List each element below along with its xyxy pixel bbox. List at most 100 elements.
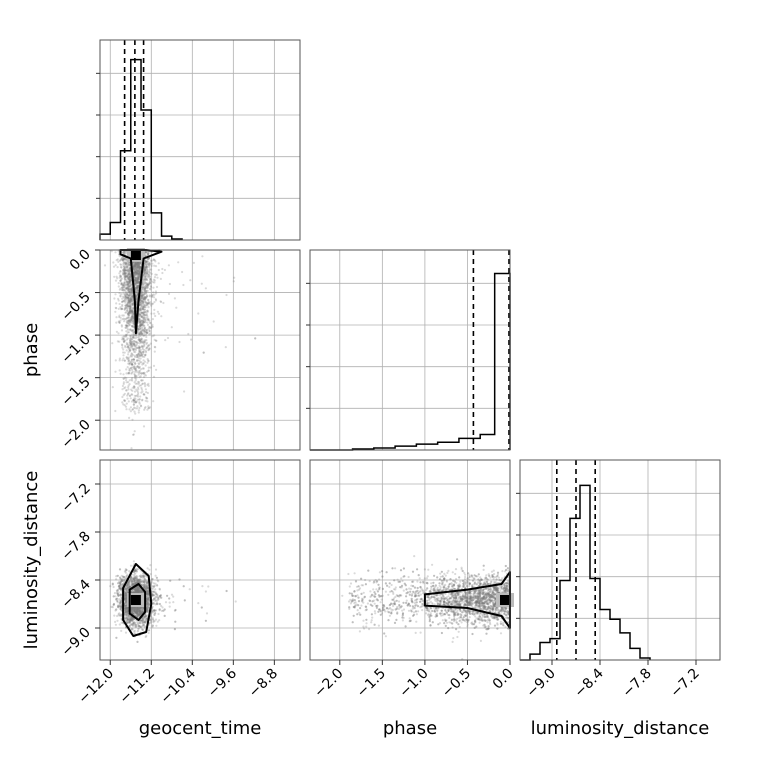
scatter-point bbox=[140, 352, 143, 355]
scatter-point bbox=[127, 307, 130, 310]
scatter-point bbox=[137, 395, 140, 398]
scatter-point bbox=[135, 263, 138, 266]
scatter-point bbox=[126, 287, 129, 290]
scatter-point bbox=[134, 264, 137, 267]
scatter-point bbox=[140, 386, 143, 389]
scatter-point bbox=[131, 310, 134, 313]
scatter-point bbox=[121, 305, 124, 308]
scatter-point bbox=[148, 329, 151, 333]
scatter-point bbox=[133, 381, 136, 384]
scatter-point bbox=[134, 367, 137, 370]
scatter-point bbox=[138, 318, 141, 321]
scatter-point bbox=[151, 318, 154, 321]
scatter-point bbox=[136, 272, 139, 275]
scatter-point bbox=[135, 280, 138, 283]
scatter-point bbox=[146, 272, 149, 275]
scatter-point bbox=[141, 340, 144, 343]
scatter-point bbox=[130, 292, 133, 295]
scatter-point bbox=[153, 312, 156, 315]
scatter-point bbox=[135, 375, 138, 378]
scatter-point bbox=[134, 394, 137, 398]
scatter-point bbox=[140, 368, 143, 371]
scatter-point bbox=[144, 276, 147, 279]
scatter-point bbox=[147, 283, 150, 286]
scatter-point bbox=[122, 351, 125, 354]
scatter-point bbox=[156, 310, 159, 313]
scatter-point bbox=[146, 400, 149, 403]
scatter-point bbox=[153, 276, 157, 279]
scatter-point bbox=[144, 364, 147, 367]
scatter-point bbox=[118, 292, 121, 295]
scatter-point bbox=[140, 292, 143, 295]
scatter-point bbox=[134, 401, 137, 404]
scatter-point bbox=[146, 253, 149, 256]
scatter-point bbox=[131, 310, 134, 313]
scatter-point bbox=[131, 314, 134, 317]
scatter-point bbox=[141, 382, 144, 385]
scatter-point bbox=[128, 288, 131, 292]
scatter-point bbox=[149, 295, 152, 298]
scatter-point bbox=[150, 280, 153, 283]
scatter-point bbox=[137, 353, 140, 356]
scatter-point bbox=[120, 266, 123, 269]
scatter-point bbox=[143, 273, 146, 276]
scatter-point bbox=[140, 323, 144, 326]
scatter-point bbox=[154, 618, 158, 621]
scatter-point bbox=[130, 353, 133, 356]
scatter-point bbox=[133, 354, 136, 357]
scatter-point bbox=[126, 346, 129, 349]
scatter-point bbox=[129, 305, 132, 308]
scatter-point bbox=[144, 260, 147, 263]
scatter-point bbox=[131, 360, 135, 364]
scatter-point bbox=[135, 353, 138, 357]
scatter-point bbox=[110, 250, 113, 253]
scatter-point bbox=[136, 263, 139, 266]
scatter-point bbox=[117, 297, 120, 300]
scatter-point bbox=[148, 325, 151, 329]
scatter-point bbox=[124, 283, 127, 286]
scatter-point bbox=[142, 362, 145, 365]
scatter-point bbox=[143, 311, 147, 314]
scatter-point bbox=[121, 286, 124, 289]
scatter-point bbox=[130, 342, 133, 345]
scatter-point bbox=[125, 389, 128, 392]
scatter-point bbox=[134, 273, 138, 276]
scatter-point bbox=[129, 269, 132, 272]
scatter-point bbox=[149, 564, 152, 567]
scatter-point bbox=[135, 284, 138, 287]
scatter-point bbox=[103, 264, 107, 267]
scatter-point bbox=[142, 350, 145, 354]
scatter-point bbox=[144, 260, 147, 263]
scatter-point bbox=[128, 279, 131, 282]
scatter-point bbox=[144, 318, 147, 321]
scatter-point bbox=[125, 261, 128, 264]
scatter-point bbox=[133, 375, 137, 378]
scatter-point bbox=[136, 264, 139, 267]
scatter-point bbox=[125, 402, 128, 405]
scatter-point bbox=[182, 283, 185, 287]
scatter-point bbox=[136, 287, 139, 290]
scatter-point bbox=[139, 361, 142, 364]
scatter-point bbox=[146, 302, 149, 305]
scatter-point bbox=[151, 323, 154, 326]
scatter-point bbox=[143, 296, 146, 299]
scatter-point bbox=[124, 386, 127, 389]
scatter-point bbox=[127, 371, 130, 374]
scatter-point bbox=[144, 274, 147, 277]
scatter-point bbox=[128, 291, 131, 294]
scatter-point bbox=[135, 286, 138, 289]
scatter-point bbox=[145, 277, 148, 280]
scatter-point bbox=[146, 304, 149, 307]
scatter-point bbox=[113, 297, 116, 300]
scatter-point bbox=[138, 265, 141, 268]
scatter-point bbox=[150, 325, 153, 328]
scatter-point bbox=[137, 359, 140, 362]
scatter-point bbox=[147, 282, 150, 285]
scatter-point bbox=[136, 292, 139, 295]
scatter-point bbox=[149, 278, 152, 281]
scatter-point bbox=[144, 321, 147, 324]
scatter-point bbox=[146, 270, 149, 273]
scatter-point bbox=[197, 312, 200, 315]
scatter-point bbox=[142, 311, 145, 314]
scatter-point bbox=[134, 397, 137, 400]
